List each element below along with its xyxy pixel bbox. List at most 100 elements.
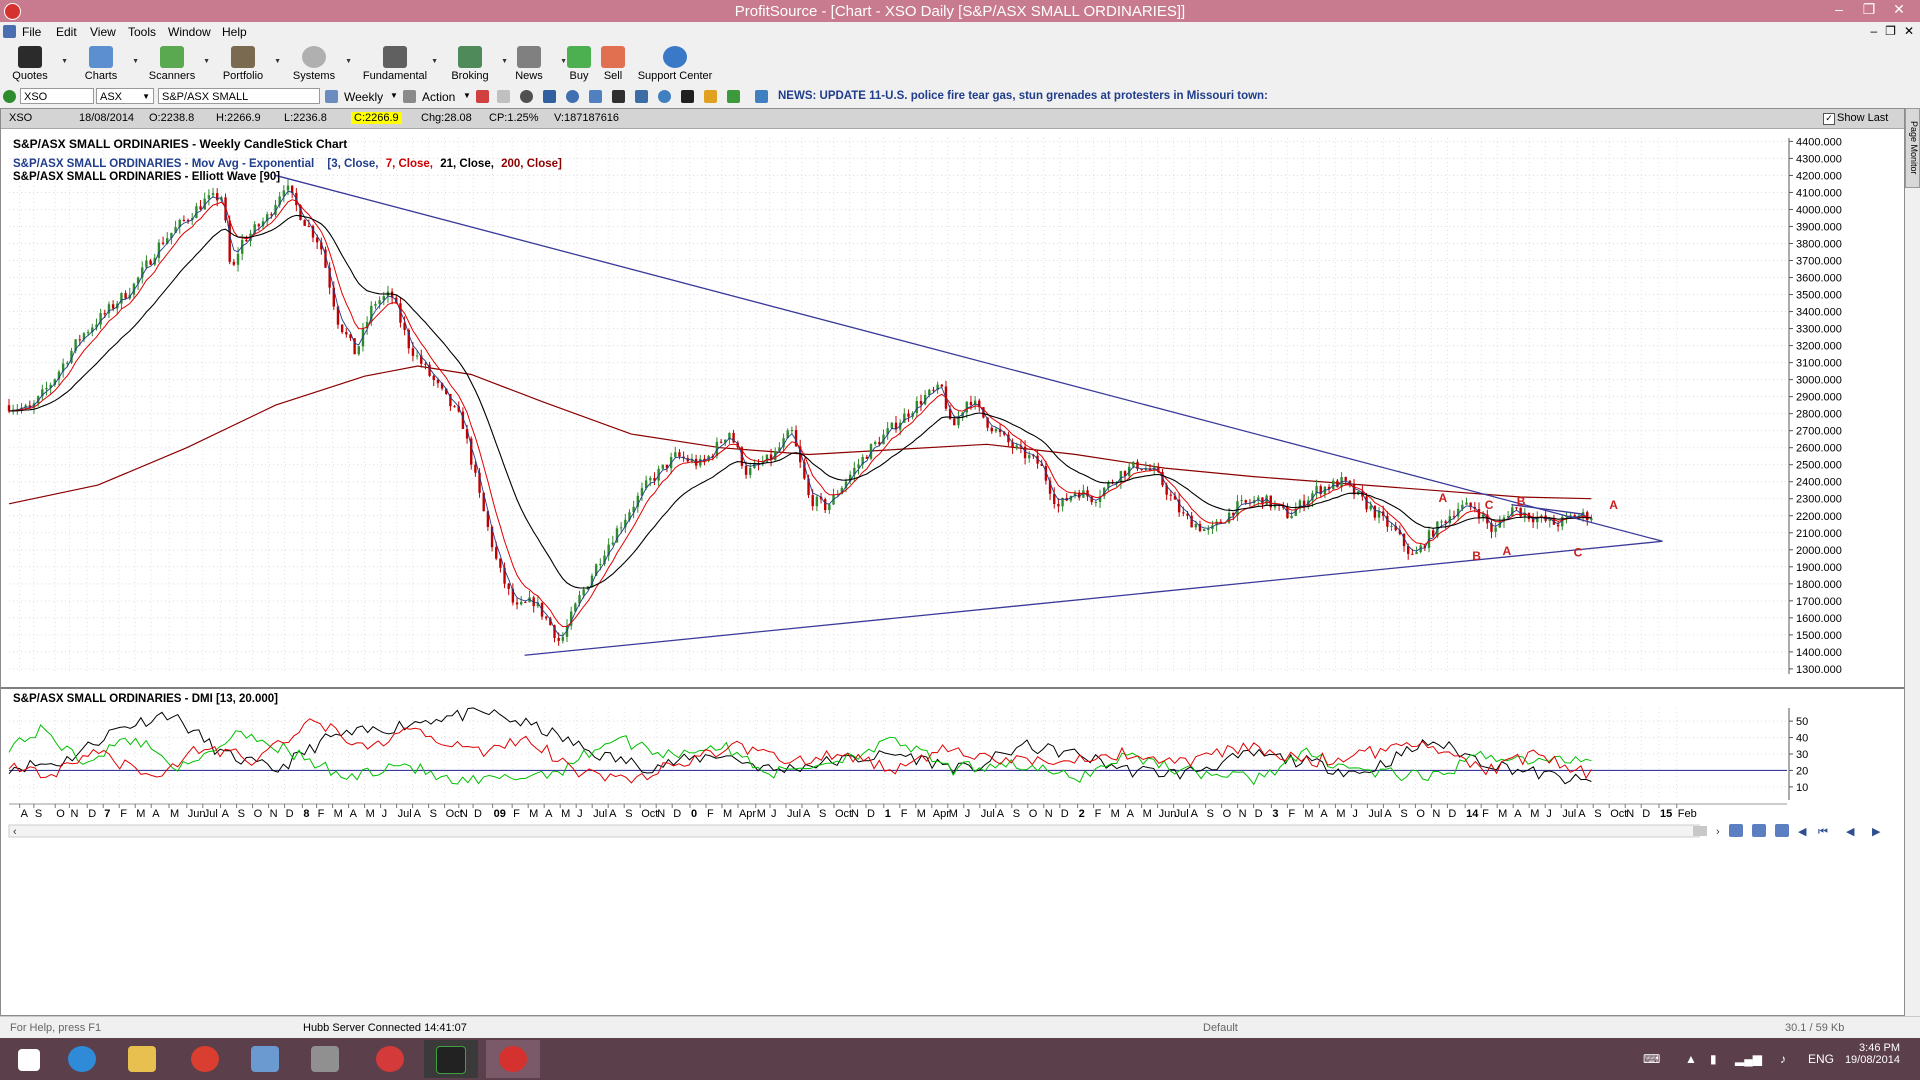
period-select[interactable]: Weekly: [344, 90, 384, 104]
taskbar-explorer[interactable]: [115, 1040, 169, 1078]
symbol-input[interactable]: XSO: [20, 88, 94, 104]
wave-label: B: [1472, 549, 1481, 563]
candle-body: [1194, 524, 1198, 528]
candle-body: [594, 564, 598, 576]
taskbar-app-grid[interactable]: [298, 1040, 352, 1078]
settings-icon[interactable]: [520, 90, 533, 103]
lightbulb-icon[interactable]: [658, 90, 671, 103]
scrollbar-thumb[interactable]: [1693, 826, 1707, 836]
action-menu[interactable]: Action: [422, 90, 456, 104]
keyboard-icon[interactable]: ⌨: [1643, 1052, 1661, 1066]
portfolio-button[interactable]: Portfolio ▼: [213, 44, 281, 82]
chevron-down-icon[interactable]: ▼: [203, 58, 210, 65]
chevron-down-icon[interactable]: ▼: [463, 91, 471, 100]
news-ticker[interactable]: NEWS: UPDATE 11-U.S. police fire tear ga…: [778, 90, 1268, 102]
page-monitor-tab[interactable]: Page Monitor: [1905, 108, 1920, 188]
chevron-down-icon[interactable]: ▼: [390, 91, 398, 100]
language-indicator[interactable]: ENG: [1808, 1052, 1835, 1066]
taskbar-calculator[interactable]: [238, 1040, 292, 1078]
news-button[interactable]: News ▼: [499, 44, 567, 82]
taskbar-profitsource[interactable]: [486, 1040, 540, 1078]
taskbar-ie[interactable]: [55, 1040, 109, 1078]
fundamental-button[interactable]: Fundamental ▼: [360, 44, 438, 82]
chevron-down-icon[interactable]: ▼: [345, 58, 352, 65]
star-icon[interactable]: [704, 90, 717, 103]
menu-view[interactable]: View: [90, 25, 116, 39]
security-name-field[interactable]: S&P/ASX SMALL ORDINARIES: [158, 88, 320, 119]
x-tick-label: A: [803, 808, 811, 820]
indicator-icon[interactable]: [635, 90, 648, 103]
chevron-down-icon[interactable]: ▼: [431, 58, 438, 65]
alert-icon[interactable]: [727, 90, 740, 103]
support-center-button[interactable]: Support Center: [634, 44, 716, 82]
zoom-icon[interactable]: [566, 90, 579, 103]
candle-body: [1586, 512, 1589, 521]
mdi-minimize-button[interactable]: –: [1870, 24, 1878, 38]
menu-tools[interactable]: Tools: [128, 25, 157, 39]
arrow-down-icon[interactable]: [476, 90, 489, 103]
scroll-right-icon[interactable]: ›: [1716, 826, 1720, 838]
taskbar-chrome[interactable]: [178, 1040, 232, 1078]
x-tick-label: N: [1045, 808, 1053, 820]
chevron-down-icon[interactable]: ▼: [560, 58, 567, 65]
candle-body: [1448, 516, 1452, 524]
taskbar-media[interactable]: [363, 1040, 417, 1078]
candle-body: [803, 462, 806, 479]
mdi-restore-button[interactable]: ❐: [1885, 24, 1896, 38]
mdi-close-button[interactable]: ✕: [1903, 24, 1914, 38]
close-button[interactable]: ✕: [1893, 1, 1905, 17]
layout-icon[interactable]: [589, 90, 602, 103]
menu-file[interactable]: File: [22, 25, 42, 39]
quotes-button[interactable]: Quotes ▼: [0, 44, 68, 82]
broking-button[interactable]: Broking ▼: [440, 44, 508, 82]
charts-button[interactable]: Charts ▼: [71, 44, 139, 82]
candle-body: [1498, 521, 1502, 528]
document-icon[interactable]: [3, 25, 16, 38]
news-flag-icon[interactable]: [755, 90, 768, 103]
candle-body: [965, 401, 968, 413]
show-last-checkbox[interactable]: ✓: [1823, 113, 1835, 125]
exchange-select[interactable]: ASX ▼: [96, 88, 154, 104]
candle-body: [569, 611, 573, 626]
sell-button[interactable]: Sell: [583, 44, 643, 82]
save-icon[interactable]: [497, 90, 510, 103]
print-icon[interactable]: [543, 90, 556, 103]
systems-button[interactable]: Systems ▼: [284, 44, 352, 82]
network-icon[interactable]: ▮: [1710, 1052, 1717, 1066]
scroll-next-icon[interactable]: ▶: [1872, 826, 1881, 838]
x-tick-label: Jul: [1368, 808, 1382, 820]
chevron-down-icon[interactable]: ▼: [274, 58, 281, 65]
clock[interactable]: 3:46 PM 19/08/2014: [1845, 1042, 1900, 1066]
tray-expand-icon[interactable]: ▲: [1685, 1052, 1697, 1066]
zoom-in-icon[interactable]: [1729, 824, 1743, 837]
restore-button[interactable]: ❐: [1862, 1, 1876, 17]
minimize-button[interactable]: –: [1835, 1, 1843, 17]
scanners-button[interactable]: Scanners ▼: [142, 44, 210, 82]
menu-edit[interactable]: Edit: [56, 25, 77, 39]
menu-window[interactable]: Window: [168, 25, 211, 39]
chevron-down-icon[interactable]: ▼: [132, 58, 139, 65]
taskbar-go-app[interactable]: [424, 1040, 478, 1078]
chevron-down-icon[interactable]: ▼: [501, 58, 508, 65]
chevron-down-icon[interactable]: ▼: [61, 58, 68, 65]
scroll-back-icon[interactable]: ◀: [1798, 826, 1807, 838]
menu-help[interactable]: Help: [222, 25, 247, 39]
chart-canvas[interactable]: A B C A B C A 4400.000 4300.000 4200.000 4100.000…: [1, 128, 1904, 1015]
tools-icon[interactable]: [612, 90, 625, 103]
drawing-icon[interactable]: [681, 90, 694, 103]
candle-body: [973, 400, 977, 405]
scroll-left-icon[interactable]: ‹: [13, 826, 17, 838]
signal-icon[interactable]: ▂▄▆: [1735, 1052, 1762, 1066]
zoom-fit-icon[interactable]: [1775, 824, 1789, 837]
horizontal-scrollbar[interactable]: [8, 824, 1700, 838]
buy-button[interactable]: Buy: [549, 44, 609, 82]
scroll-prev-icon[interactable]: ◀: [1846, 826, 1855, 838]
start-button[interactable]: [2, 1040, 56, 1078]
volume-icon[interactable]: ♪: [1780, 1052, 1786, 1066]
dmi-tick-label: 20: [1796, 765, 1808, 777]
x-tick-label: Jul: [1175, 808, 1189, 820]
dmi-tick-label: 50: [1796, 716, 1808, 728]
scroll-first-icon[interactable]: ⏮: [1818, 826, 1828, 838]
go-icon[interactable]: [3, 90, 16, 103]
zoom-out-icon[interactable]: [1752, 824, 1766, 837]
